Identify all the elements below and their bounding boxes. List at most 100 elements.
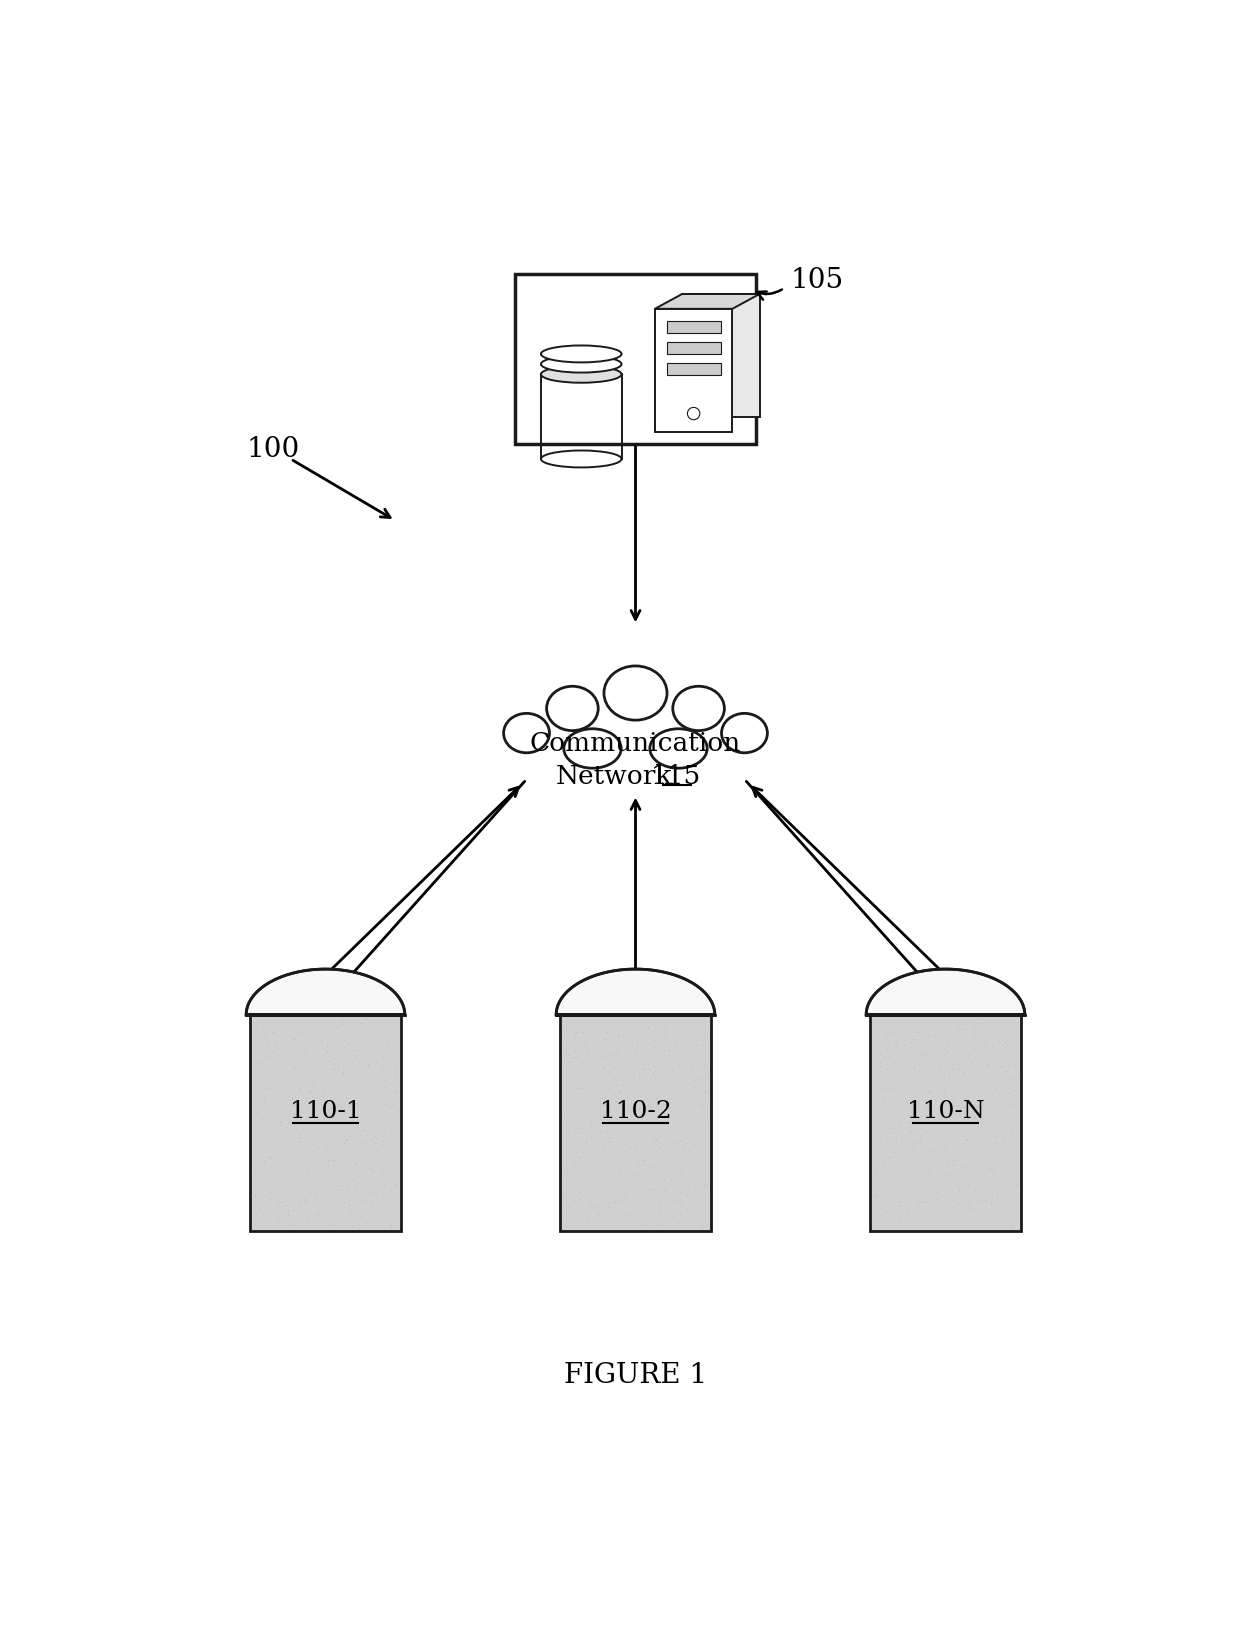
Point: [697, 1094, 717, 1121]
Point: [872, 1106, 892, 1132]
Point: [627, 1162, 647, 1188]
Point: [327, 1173, 347, 1199]
Point: [335, 1078, 355, 1104]
Point: [950, 1191, 970, 1217]
Point: [910, 1165, 930, 1191]
Point: [939, 1153, 959, 1180]
Point: [878, 1030, 898, 1056]
Point: [975, 1186, 994, 1213]
Point: [594, 1135, 614, 1162]
Point: [620, 1206, 640, 1232]
Point: [677, 1129, 697, 1155]
Point: [288, 1017, 308, 1043]
Point: [905, 1162, 925, 1188]
Point: [315, 1078, 335, 1104]
Point: [606, 1135, 626, 1162]
Point: [600, 1124, 620, 1150]
Point: [568, 1030, 588, 1056]
Point: [558, 1116, 578, 1142]
Point: [947, 1203, 967, 1229]
Point: [262, 1068, 281, 1094]
Point: [645, 1134, 665, 1160]
Point: [898, 1171, 918, 1198]
Point: [878, 1144, 898, 1170]
Point: [589, 1033, 609, 1060]
Point: [342, 1061, 362, 1088]
Point: [935, 1078, 955, 1104]
Point: [994, 1056, 1014, 1083]
Point: [671, 1061, 691, 1088]
Point: [244, 1183, 264, 1209]
Point: [918, 1009, 937, 1035]
Point: [330, 1096, 350, 1122]
Point: [303, 1066, 322, 1093]
Point: [982, 1127, 1002, 1153]
Point: [999, 1079, 1019, 1106]
Point: [919, 1157, 939, 1183]
Point: [993, 1162, 1013, 1188]
Point: [317, 1134, 337, 1160]
Point: [250, 1048, 270, 1075]
Point: [301, 1048, 321, 1075]
Point: [341, 1135, 361, 1162]
Point: [959, 1194, 978, 1221]
Point: [606, 1088, 626, 1114]
Point: [977, 1211, 997, 1237]
Point: [296, 1098, 316, 1124]
Point: [600, 1165, 620, 1191]
Point: [894, 1032, 914, 1058]
Point: [684, 1019, 704, 1045]
Point: [288, 1129, 308, 1155]
Point: [913, 1081, 932, 1107]
Point: [983, 1137, 1003, 1163]
Point: [880, 1186, 900, 1213]
Point: [577, 1029, 596, 1055]
Point: [249, 1061, 269, 1088]
Point: [926, 1173, 946, 1199]
Point: [877, 1012, 897, 1038]
Point: [941, 1043, 961, 1070]
Point: [605, 1185, 625, 1211]
Point: [981, 1091, 1001, 1117]
Point: [658, 1093, 678, 1119]
Point: [595, 1083, 615, 1109]
Point: [304, 1137, 324, 1163]
Point: [653, 1181, 673, 1208]
Point: [283, 1091, 303, 1117]
Point: [609, 1162, 629, 1188]
Point: [898, 1201, 918, 1227]
Point: [869, 1140, 889, 1167]
Point: [1003, 1091, 1023, 1117]
Point: [890, 1112, 910, 1139]
Point: [915, 1190, 935, 1216]
Point: [372, 1160, 392, 1186]
Point: [388, 1109, 408, 1135]
Point: [321, 1208, 341, 1234]
Point: [957, 1017, 977, 1043]
Point: [345, 1150, 365, 1176]
Point: [944, 1150, 963, 1176]
Point: [915, 1185, 935, 1211]
Point: [335, 1153, 355, 1180]
Point: [619, 1203, 639, 1229]
Point: [368, 1117, 388, 1144]
Point: [305, 1127, 325, 1153]
Point: [260, 1073, 280, 1099]
Point: [868, 1050, 888, 1076]
Point: [895, 1079, 915, 1106]
Point: [322, 1104, 342, 1130]
Point: [260, 1186, 280, 1213]
Point: [311, 1030, 331, 1056]
Point: [577, 1196, 596, 1222]
Point: [310, 1056, 330, 1083]
Point: [684, 1073, 704, 1099]
Point: [877, 1027, 897, 1053]
Point: [374, 1119, 394, 1145]
Point: [864, 1066, 884, 1093]
Point: [332, 1176, 352, 1203]
Point: [639, 1176, 658, 1203]
Point: [260, 1009, 280, 1035]
Point: [372, 1150, 392, 1176]
Point: [650, 1199, 670, 1226]
Point: [981, 1199, 1001, 1226]
